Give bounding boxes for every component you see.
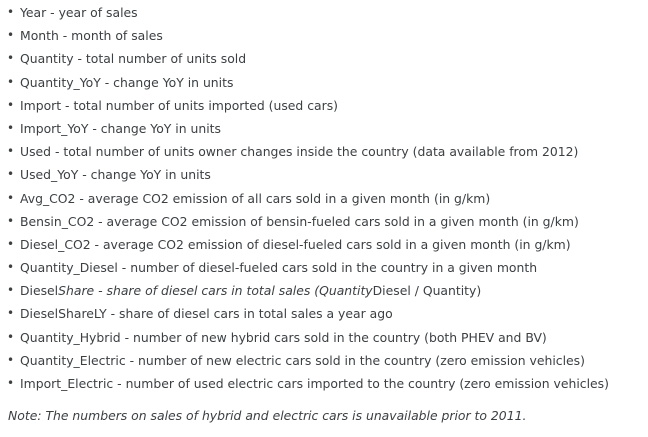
bullet-icon: • [7, 51, 15, 66]
bullet-icon: • [7, 167, 15, 182]
bullet-icon: • [7, 97, 15, 112]
variable-list: • Year - year of sales • Month - month of … [6, 1, 648, 395]
list-item: • Diesel_CO2 - average CO2 emission of di… [6, 233, 648, 256]
list-item: • DieselShareLY - share of diesel cars in… [6, 302, 648, 325]
list-item: • Quantity_Electric - number of new elect… [6, 349, 648, 372]
list-item-text: Bensin_CO2 - average CO2 emission of ben… [20, 213, 579, 229]
footnote: Note: The numbers on sales of hybrid and… [8, 408, 527, 423]
list-item-text: Import - total number of units imported … [20, 97, 339, 113]
list-item-text: Quantity_Electric - number of new electr… [20, 352, 585, 368]
list-item: • Month - month of sales [6, 24, 648, 47]
list-item-text: DieselShareLY - share of diesel cars in … [20, 306, 393, 322]
list-item-text-italic: Share - share of diesel cars in total sa… [58, 283, 373, 299]
list-item: • Import_Electric - number of used electr… [6, 372, 648, 395]
list-item: • Used_YoY - change YoY in units [6, 163, 648, 186]
list-item-text: Month - month of sales [20, 28, 163, 44]
list-item: • Import - total number of units imported… [6, 94, 648, 117]
bullet-icon: • [7, 376, 15, 390]
list-item-text: Quantity_Diesel - number of diesel-fuele… [20, 260, 538, 276]
list-item-text-prefix: Diesel [20, 283, 59, 299]
list-item-text: Import_Electric - number of used electri… [20, 376, 609, 391]
list-item-text: Quantity_YoY - change YoY in units [20, 74, 234, 90]
bullet-icon: • [7, 190, 15, 205]
list-item-text: Quantity_Hybrid - number of new hybrid c… [20, 329, 547, 345]
list-item-text-suffix: Diesel / Quantity) [372, 283, 482, 299]
bullet-icon: • [7, 306, 15, 321]
list-item-text: Quantity - total number of units sold [20, 51, 247, 67]
bullet-icon: • [7, 283, 15, 298]
list-item: • Avg_CO2 - average CO2 emission of all c… [6, 187, 648, 210]
list-item: • Quantity_Diesel - number of diesel-fuel… [6, 256, 648, 279]
bullet-icon: • [7, 74, 15, 89]
bullet-icon: • [7, 329, 15, 344]
list-item: • Used - total number of units owner chan… [6, 140, 648, 163]
bullet-icon: • [7, 5, 15, 19]
bullet-icon: • [7, 120, 15, 135]
bullet-icon: • [7, 236, 15, 251]
bullet-icon: • [7, 28, 15, 43]
list-item-text: Year - year of sales [20, 5, 138, 20]
list-item-text: Used_YoY - change YoY in units [20, 167, 211, 183]
list-item-text: Avg_CO2 - average CO2 emission of all ca… [20, 190, 491, 206]
list-item: • Import_YoY - change YoY in units [6, 117, 648, 140]
list-item-diesel-share: • DieselShare - share of diesel cars in t… [6, 279, 648, 302]
bullet-icon: • [7, 213, 15, 228]
bullet-icon: • [7, 260, 15, 275]
bullet-icon: • [7, 144, 15, 159]
list-item: • Year - year of sales [6, 1, 648, 24]
list-item: • Quantity_YoY - change YoY in units [6, 71, 648, 94]
list-item: • Bensin_CO2 - average CO2 emission of be… [6, 210, 648, 233]
list-item-text: Diesel_CO2 - average CO2 emission of die… [20, 236, 571, 252]
list-item: • Quantity_Hybrid - number of new hybrid … [6, 326, 648, 349]
bullet-icon: • [7, 352, 15, 367]
list-item: • Quantity - total number of units sold [6, 47, 648, 70]
list-item-text: Used - total number of units owner chang… [20, 144, 579, 160]
list-item-text: Import_YoY - change YoY in units [20, 120, 221, 136]
